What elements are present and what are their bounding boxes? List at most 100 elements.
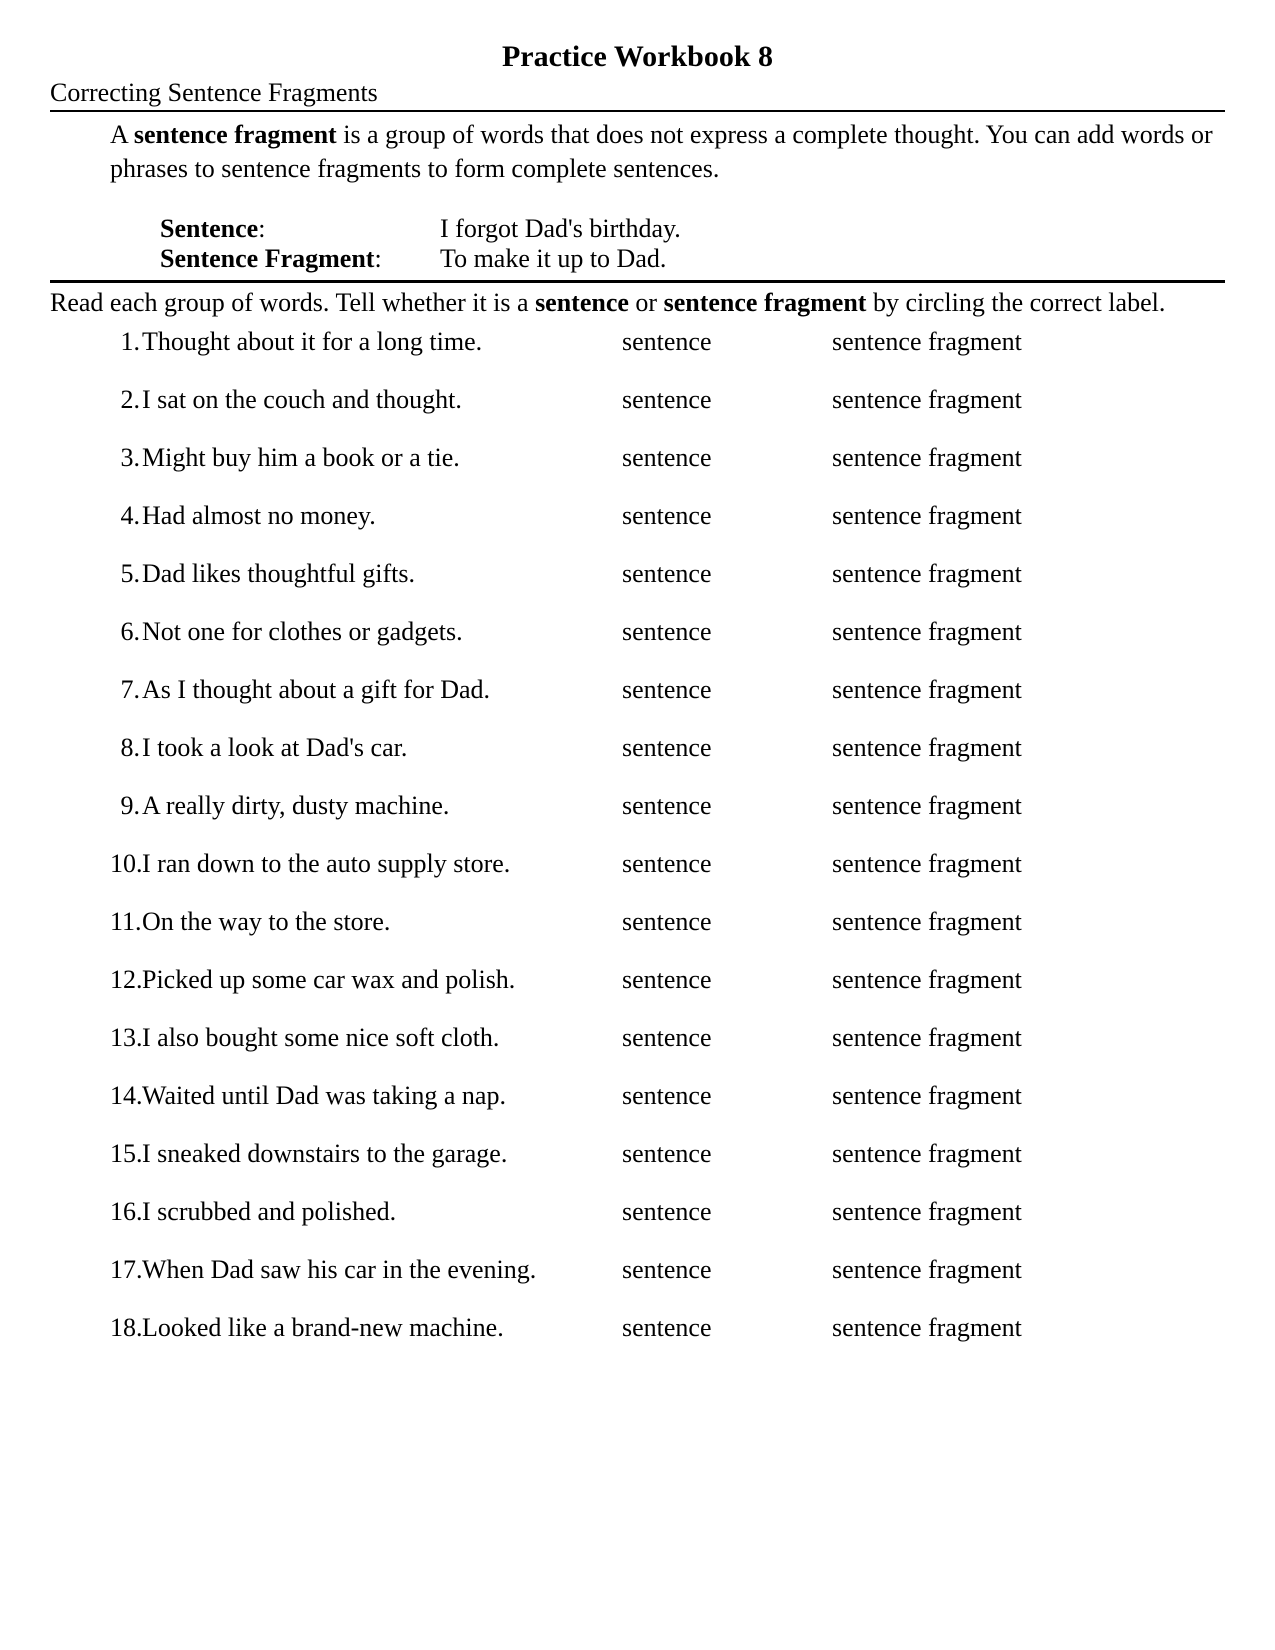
instructions: Read each group of words. Tell whether i… [50,283,1225,326]
example2-text: To make it up to Dad. [440,244,666,274]
item-number: 2. [110,385,140,415]
option-sentence-fragment[interactable]: sentence fragment [832,675,1225,705]
item-number: 7. [110,675,140,705]
example1-label: Sentence [160,214,258,243]
item-row: 6. Not one for clothes or gadgets.senten… [110,617,1225,647]
item-text: Had almost no money. [142,501,622,531]
item-row: 15.I sneaked downstairs to the garage.se… [110,1139,1225,1169]
option-sentence-fragment[interactable]: sentence fragment [832,907,1225,937]
item-row: 3. Might buy him a book or a tie.sentenc… [110,443,1225,473]
page-title: Practice Workbook 8 [50,40,1225,74]
item-number: 17. [110,1255,140,1285]
option-sentence[interactable]: sentence [622,675,832,705]
option-sentence-fragment[interactable]: sentence fragment [832,965,1225,995]
item-number: 3. [110,443,140,473]
instr-post: by circling the correct label. [866,288,1165,317]
option-sentence[interactable]: sentence [622,385,832,415]
option-sentence[interactable]: sentence [622,1313,832,1343]
option-sentence[interactable]: sentence [622,443,832,473]
item-text: I took a look at Dad's car. [142,733,622,763]
option-sentence-fragment[interactable]: sentence fragment [832,791,1225,821]
item-text: I also bought some nice soft cloth. [142,1023,622,1053]
items-list: 1. Thought about it for a long time.sent… [50,327,1225,1343]
option-sentence-fragment[interactable]: sentence fragment [832,443,1225,473]
item-row: 7. As I thought about a gift for Dad.sen… [110,675,1225,705]
example-sentence: Sentence: I forgot Dad's birthday. [160,214,1225,244]
example2-label: Sentence Fragment [160,244,374,273]
item-number: 5. [110,559,140,589]
item-number: 15. [110,1139,140,1169]
item-text: As I thought about a gift for Dad. [142,675,622,705]
item-text: Might buy him a book or a tie. [142,443,622,473]
item-row: 8. I took a look at Dad's car.sentencese… [110,733,1225,763]
option-sentence[interactable]: sentence [622,849,832,879]
instr-mid: or [629,288,664,317]
item-row: 18.Looked like a brand-new machine.sente… [110,1313,1225,1343]
option-sentence[interactable]: sentence [622,1255,832,1285]
instr-bold1: sentence [535,288,629,317]
item-number: 11. [110,907,140,937]
option-sentence-fragment[interactable]: sentence fragment [832,849,1225,879]
item-number: 9. [110,791,140,821]
item-row: 12.Picked up some car wax and polish.sen… [110,965,1225,995]
item-text: Waited until Dad was taking a nap. [142,1081,622,1111]
option-sentence-fragment[interactable]: sentence fragment [832,1313,1225,1343]
item-number: 12. [110,965,140,995]
option-sentence-fragment[interactable]: sentence fragment [832,1139,1225,1169]
option-sentence[interactable]: sentence [622,791,832,821]
item-number: 13. [110,1023,140,1053]
item-text: I ran down to the auto supply store. [142,849,622,879]
item-text: I sneaked downstairs to the garage. [142,1139,622,1169]
item-row: 17.When Dad saw his car in the evening.s… [110,1255,1225,1285]
option-sentence[interactable]: sentence [622,327,832,357]
item-text: I scrubbed and polished. [142,1197,622,1227]
option-sentence-fragment[interactable]: sentence fragment [832,327,1225,357]
subtitle: Correcting Sentence Fragments [50,78,1225,108]
option-sentence[interactable]: sentence [622,501,832,531]
item-text: Picked up some car wax and polish. [142,965,622,995]
item-number: 8. [110,733,140,763]
intro-pre: A [110,120,134,149]
intro-bold: sentence fragment [134,120,337,149]
option-sentence[interactable]: sentence [622,1197,832,1227]
item-number: 18. [110,1313,140,1343]
option-sentence[interactable]: sentence [622,1139,832,1169]
option-sentence-fragment[interactable]: sentence fragment [832,1081,1225,1111]
option-sentence[interactable]: sentence [622,617,832,647]
option-sentence-fragment[interactable]: sentence fragment [832,1197,1225,1227]
item-number: 6. [110,617,140,647]
option-sentence[interactable]: sentence [622,965,832,995]
example1-text: I forgot Dad's birthday. [440,214,681,244]
item-row: 14. Waited until Dad was taking a nap.se… [110,1081,1225,1111]
option-sentence-fragment[interactable]: sentence fragment [832,385,1225,415]
intro-block: A sentence fragment is a group of words … [50,112,1225,196]
item-number: 1. [110,327,140,357]
item-text: Thought about it for a long time. [142,327,622,357]
option-sentence[interactable]: sentence [622,733,832,763]
example-fragment: Sentence Fragment: To make it up to Dad. [160,244,1225,274]
option-sentence-fragment[interactable]: sentence fragment [832,1255,1225,1285]
item-row: 13.I also bought some nice soft cloth.se… [110,1023,1225,1053]
examples-block: Sentence: I forgot Dad's birthday. Sente… [50,196,1225,280]
option-sentence[interactable]: sentence [622,907,832,937]
option-sentence-fragment[interactable]: sentence fragment [832,559,1225,589]
item-row: 10.I ran down to the auto supply store.s… [110,849,1225,879]
option-sentence[interactable]: sentence [622,1081,832,1111]
item-row: 11.On the way to the store.sentencesente… [110,907,1225,937]
item-text: A really dirty, dusty machine. [142,791,622,821]
option-sentence-fragment[interactable]: sentence fragment [832,1023,1225,1053]
item-row: 4. Had almost no money.sentencesentence … [110,501,1225,531]
item-row: 16.I scrubbed and polished.sentencesente… [110,1197,1225,1227]
item-row: 1. Thought about it for a long time.sent… [110,327,1225,357]
item-text: Not one for clothes or gadgets. [142,617,622,647]
option-sentence[interactable]: sentence [622,1023,832,1053]
option-sentence-fragment[interactable]: sentence fragment [832,733,1225,763]
option-sentence-fragment[interactable]: sentence fragment [832,617,1225,647]
item-number: 4. [110,501,140,531]
option-sentence-fragment[interactable]: sentence fragment [832,501,1225,531]
item-row: 5. Dad likes thoughtful gifts.sentencese… [110,559,1225,589]
item-text: Dad likes thoughtful gifts. [142,559,622,589]
option-sentence[interactable]: sentence [622,559,832,589]
item-row: 9. A really dirty, dusty machine.sentenc… [110,791,1225,821]
instr-bold2: sentence fragment [664,288,867,317]
